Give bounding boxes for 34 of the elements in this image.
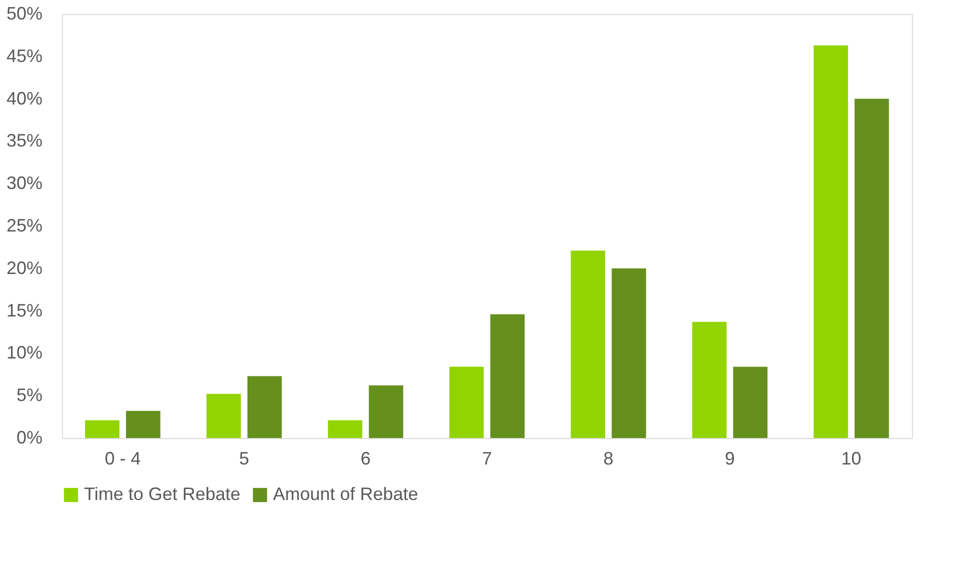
y-tick-label: 45% [6, 46, 42, 66]
bar [612, 268, 646, 438]
bar [733, 366, 768, 438]
y-tick-label: 50% [6, 4, 42, 24]
bar [328, 420, 362, 438]
bar [368, 385, 404, 438]
y-tick-label: 30% [6, 173, 42, 194]
x-tick-label: 0 - 4 [104, 448, 141, 468]
bar [570, 250, 606, 438]
bar [206, 394, 241, 438]
y-tick-label: 20% [6, 258, 42, 278]
x-tick-label: 10 [841, 448, 862, 468]
y-tick-label: 0% [16, 428, 42, 448]
bar [490, 314, 525, 438]
bar [814, 45, 848, 438]
legend-label: Amount of Rebate [273, 484, 418, 504]
x-tick-label: 5 [239, 448, 250, 468]
legend-label: Time to Get Rebate [84, 484, 240, 504]
y-tick-label: 25% [6, 216, 42, 236]
y-tick-label: 35% [6, 130, 42, 151]
bar [126, 410, 160, 438]
x-tick-label: 7 [482, 448, 492, 468]
x-tick-label: 9 [724, 448, 735, 468]
bar [854, 98, 889, 438]
x-tick-label: 6 [360, 448, 371, 468]
bar [449, 366, 484, 438]
y-tick-label: 5% [16, 385, 42, 406]
y-tick-label: 40% [6, 88, 42, 108]
x-tick-label: 8 [603, 448, 614, 468]
y-tick-label: 10% [6, 342, 42, 363]
y-tick-label: 15% [6, 300, 42, 320]
bar [247, 376, 282, 438]
bar [85, 420, 120, 438]
bar [692, 322, 727, 438]
